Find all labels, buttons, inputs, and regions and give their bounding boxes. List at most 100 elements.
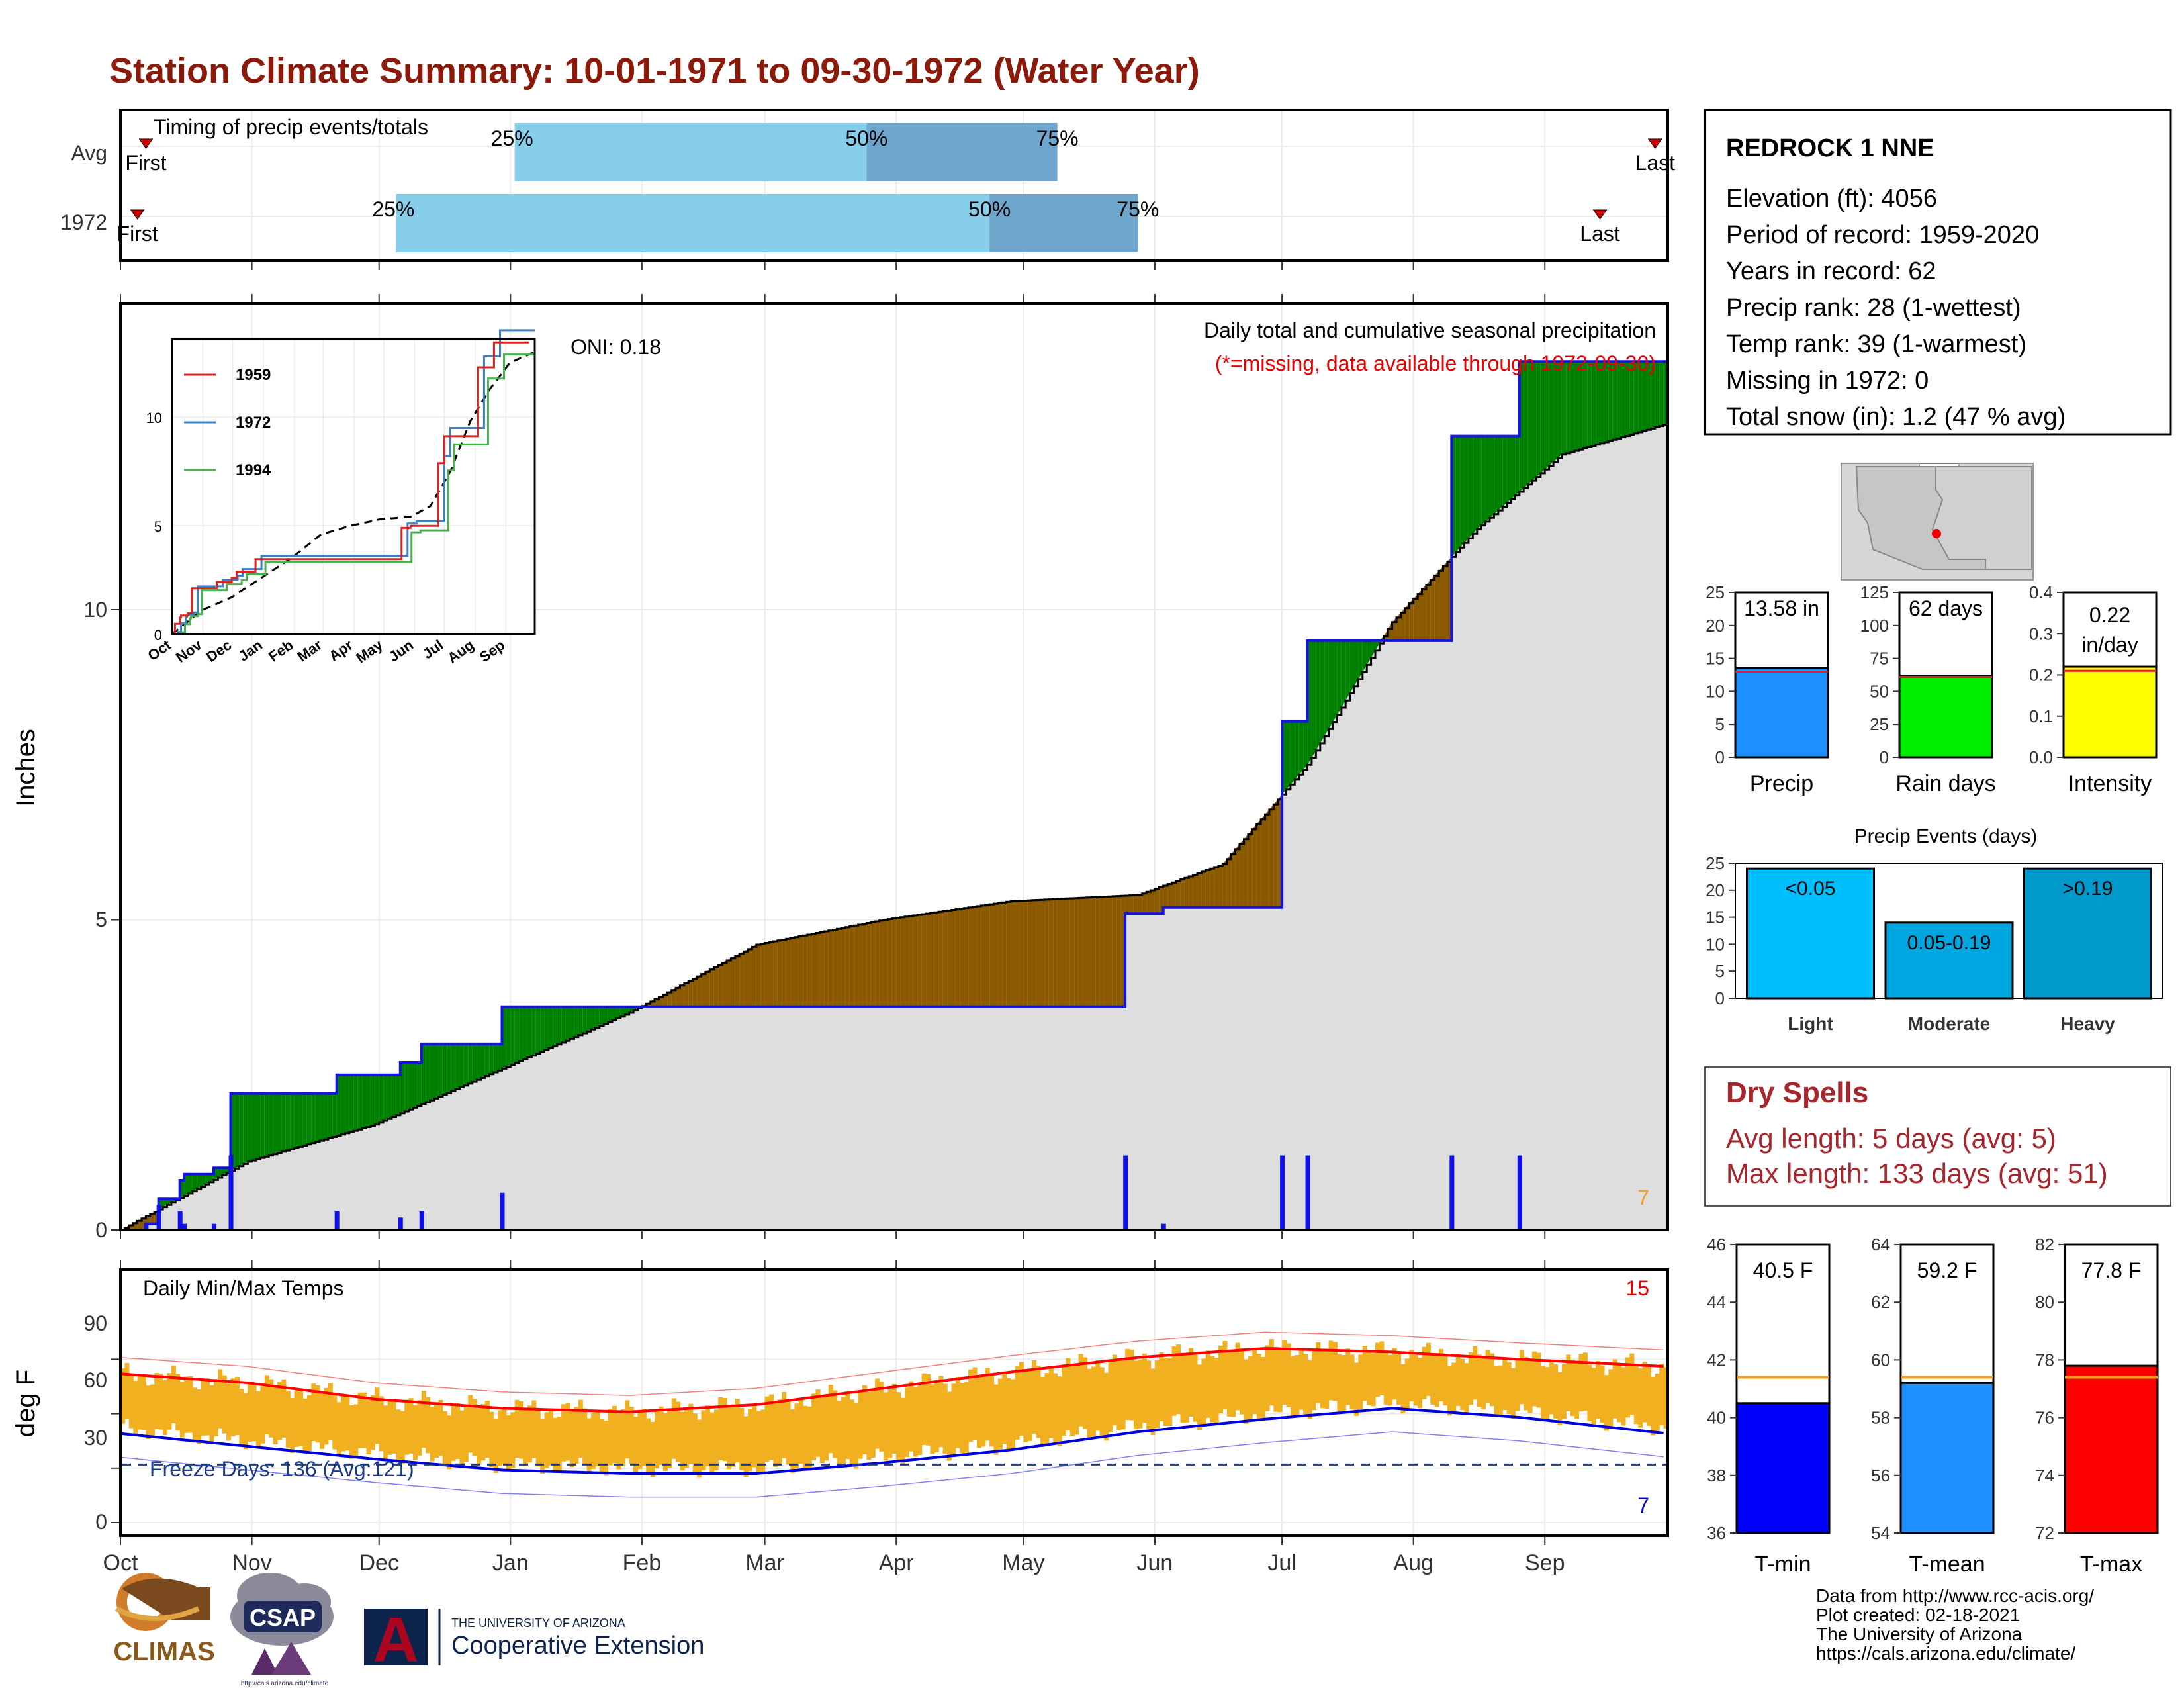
- daily-temp-bar: [477, 1408, 482, 1464]
- above-avg-band: [1485, 436, 1490, 522]
- below-avg-band: [782, 939, 786, 1007]
- temp-summary-ytick-label: 78: [2035, 1350, 2054, 1370]
- below-avg-band: [1193, 873, 1197, 908]
- mini-ytick-label: 0.2: [2029, 665, 2053, 685]
- daily-temp-bar: [1240, 1348, 1245, 1415]
- daily-temp-bar: [1642, 1361, 1647, 1423]
- daily-temp-bar: [972, 1367, 978, 1440]
- above-avg-band: [357, 1074, 363, 1130]
- station-line: Precip rank: 28 (1-wettest): [1726, 294, 2021, 322]
- daily-temp-bar: [527, 1405, 532, 1463]
- daily-temp-bar: [976, 1376, 981, 1448]
- daily-temp-bar: [1104, 1372, 1109, 1441]
- temp-summary-ytick-label: 36: [1707, 1523, 1726, 1543]
- daily-temp-bar: [1629, 1353, 1635, 1415]
- daily-temp-bar: [815, 1389, 821, 1457]
- daily-temp-bar: [1006, 1378, 1011, 1450]
- below-avg-band: [997, 902, 1003, 1007]
- daily-temp-bar: [1549, 1360, 1554, 1415]
- daily-temp-bar: [1345, 1348, 1351, 1405]
- timing-q50-label: 50%: [845, 126, 887, 150]
- below-avg-band: [1044, 899, 1049, 1007]
- daily-temp-bar: [773, 1402, 778, 1467]
- above-avg-band: [1633, 361, 1639, 434]
- below-avg-band: [1129, 895, 1134, 914]
- precip-missing-note: (*=missing, data available through 1972-…: [1215, 352, 1656, 375]
- daily-temp-bar: [811, 1393, 817, 1460]
- precip-panel: 0 5 10 Inches ONI: 0.18 Daily total and …: [11, 294, 1669, 1242]
- daily-temp-bar: [1561, 1364, 1567, 1419]
- daily-temp-bar: [807, 1406, 812, 1471]
- below-avg-band: [1396, 612, 1401, 641]
- below-avg-band: [819, 931, 825, 1007]
- daily-temp-bar: [1582, 1352, 1588, 1411]
- daily-precip-bar: [1123, 1155, 1128, 1230]
- above-avg-band: [1625, 361, 1630, 436]
- daily-temp-bar: [1053, 1373, 1058, 1444]
- daily-temp-bar: [1473, 1346, 1478, 1400]
- daily-temp-bar: [540, 1419, 545, 1474]
- above-avg-band: [306, 1093, 312, 1145]
- above-avg-band: [1612, 361, 1617, 440]
- daily-temp-bar: [1371, 1353, 1376, 1407]
- above-avg-band: [1358, 640, 1363, 679]
- below-avg-band: [1400, 608, 1405, 641]
- daily-temp-bar: [158, 1374, 163, 1430]
- below-avg-band: [947, 910, 952, 1007]
- above-avg-band: [379, 1074, 384, 1123]
- daily-temp-bar: [926, 1374, 931, 1446]
- below-avg-band: [1175, 879, 1181, 908]
- daily-temp-bar: [426, 1397, 431, 1454]
- daily-temp-bar: [1265, 1345, 1270, 1411]
- daily-temp-bar: [213, 1379, 218, 1436]
- daily-temp-bar: [1069, 1364, 1075, 1436]
- daily-temp-bar: [489, 1411, 494, 1468]
- above-avg-band: [565, 1006, 570, 1041]
- csap-logo-url: http://cals.arizona.edu/climate: [241, 1680, 329, 1687]
- temp-summary-ytick-label: 72: [2035, 1523, 2054, 1543]
- below-avg-band: [858, 923, 862, 1007]
- daily-temp-bar: [1608, 1369, 1614, 1427]
- above-avg-band: [1375, 640, 1380, 651]
- above-avg-band: [1536, 361, 1541, 477]
- daily-temp-bar: [430, 1406, 435, 1462]
- below-avg-band: [1015, 900, 1019, 1007]
- temp-count-low: 7: [1637, 1493, 1649, 1517]
- daily-temp-bar: [1011, 1379, 1016, 1451]
- daily-temp-bar: [1367, 1351, 1372, 1405]
- daily-temp-bar: [345, 1395, 350, 1451]
- daily-temp-bar: [1015, 1366, 1020, 1440]
- daily-temp-bar: [833, 1390, 838, 1458]
- above-avg-band: [1549, 361, 1554, 466]
- daily-temp-bar: [1108, 1362, 1113, 1432]
- dry-spells-avg: Avg length: 5 days (avg: 5): [1726, 1123, 2056, 1154]
- above-avg-band: [1311, 640, 1316, 758]
- below-avg-band: [854, 924, 858, 1007]
- above-avg-band: [1524, 361, 1528, 489]
- timing-bar-25-50: [514, 123, 867, 181]
- daily-temp-bar: [1332, 1342, 1338, 1401]
- month-label: Dec: [359, 1550, 398, 1575]
- daily-temp-bar: [964, 1382, 969, 1453]
- below-avg-band: [985, 904, 990, 1007]
- daily-precip-bar: [419, 1211, 424, 1230]
- events-ytick-label: 15: [1706, 908, 1725, 927]
- daily-temp-bar: [328, 1383, 333, 1441]
- above-avg-band: [302, 1093, 307, 1146]
- timing-last-label: Last: [1580, 222, 1620, 246]
- below-avg-band: [1078, 898, 1083, 1007]
- below-avg-band: [1112, 896, 1117, 1007]
- above-avg-band: [1646, 361, 1651, 430]
- precip-events-title: Precip Events (days): [1854, 825, 2038, 847]
- daily-temp-bar: [671, 1398, 676, 1459]
- month-label: Mar: [745, 1550, 784, 1575]
- daily-temp-bar: [646, 1418, 651, 1474]
- events-ytick-label: 0: [1715, 988, 1725, 1008]
- daily-temp-bar: [472, 1399, 477, 1456]
- below-avg-band: [676, 985, 680, 1007]
- daily-temp-bar: [510, 1412, 516, 1468]
- events-category-label: Moderate: [1908, 1013, 1990, 1034]
- below-avg-band: [1265, 809, 1269, 908]
- mini-ytick-label: 5: [1715, 714, 1725, 734]
- daily-temp-bar: [447, 1415, 452, 1470]
